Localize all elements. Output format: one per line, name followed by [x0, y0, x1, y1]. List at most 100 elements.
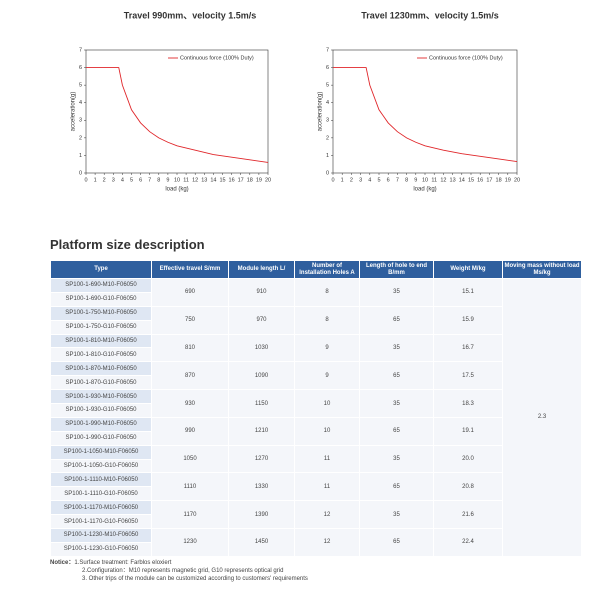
value-cell: 9	[294, 361, 360, 391]
table-row: SP100-1-870-M10-F06050 870 1090 9 65 17.5	[50, 361, 582, 391]
value-cell: 990	[151, 416, 229, 446]
value-cell: 1050	[151, 444, 229, 474]
x-tick-label: 14	[459, 177, 465, 183]
series-line	[333, 67, 518, 163]
y-tick-label: 7	[79, 47, 82, 53]
column-header: Effective travel S/mm	[151, 260, 229, 279]
chart-title: Travel 1230mm、velocity 1.5m/s	[361, 10, 499, 20]
value-cell: 1210	[228, 416, 295, 446]
value-cell: 21.6	[433, 500, 503, 530]
table-row: SP100-1-810-M10-F06050 810 1030 9 35 16.7	[50, 333, 582, 363]
table-row: SP100-1-750-G10-F06050	[50, 319, 582, 335]
value-cell: 690	[151, 278, 229, 307]
y-tick-label: 2	[326, 135, 329, 141]
y-axis-label: acceleration(g)	[318, 92, 324, 132]
column-header: Moving mass without load Ms/kg	[502, 260, 582, 279]
moving-mass-cell: 2.3	[502, 278, 582, 557]
type-cell: SP100-1-690-G10-F06050	[50, 291, 152, 307]
notice-item: 2.Configuration：M10 represents magnetic …	[82, 568, 284, 574]
value-cell: 35	[359, 500, 434, 530]
table-row: SP100-1-1050-G10-F06050	[50, 458, 582, 474]
type-cell: SP100-1-1050-M10-F06050	[50, 444, 152, 460]
x-tick-label: 20	[265, 177, 271, 183]
value-cell: 1270	[228, 444, 295, 474]
notice-label: Notice：	[50, 560, 75, 566]
table-row: SP100-1-1110-M10-F06050 1110 1330 11 65 20.8	[50, 472, 582, 502]
y-tick-label: 4	[79, 100, 82, 106]
x-tick-label: 19	[256, 177, 262, 183]
x-tick-label: 3	[359, 177, 362, 183]
column-header: Number of Installation Holes A	[294, 260, 360, 279]
table-row: SP100-1-1170-M10-F06050 1170 1390 12 35 21.6	[50, 500, 582, 530]
y-tick-label: 6	[79, 65, 82, 71]
y-tick-label: 7	[326, 47, 329, 53]
value-cell: 1030	[228, 333, 295, 363]
value-cell: 15.9	[433, 305, 503, 335]
notice-line: 2.Configuration：M10 represents magnetic …	[50, 567, 308, 575]
x-tick-label: 8	[405, 177, 408, 183]
y-tick-label: 6	[326, 65, 329, 71]
column-header: Module length L/	[228, 260, 295, 279]
type-cell: SP100-1-930-G10-F06050	[50, 403, 152, 418]
x-tick-label: 7	[396, 177, 399, 183]
type-cell: SP100-1-930-M10-F06050	[50, 389, 152, 405]
header-row: Type Effective travel S/mm Module length L…	[50, 260, 582, 279]
value-cell: 35	[359, 444, 434, 474]
x-tick-label: 13	[201, 177, 207, 183]
value-cell: 18.3	[433, 389, 503, 418]
type-cell: SP100-1-990-G10-F06050	[50, 430, 152, 446]
x-tick-label: 1	[94, 177, 97, 183]
x-tick-label: 7	[148, 177, 151, 183]
table-row: SP100-1-1050-M10-F06050 1050 1270 11 35 20.0	[50, 444, 582, 474]
table-row: SP100-1-930-G10-F06050	[50, 403, 582, 418]
x-axis-label: load (kg)	[165, 187, 188, 193]
notice-item: 3. Other trips of the module can be cust…	[82, 576, 308, 582]
type-cell: SP100-1-1230-M10-F06050	[50, 528, 152, 543]
value-cell: 20.0	[433, 444, 503, 474]
table-row: SP100-1-690-M10-F06050 690 910 8 35 15.1 2.3	[50, 278, 582, 557]
type-cell: SP100-1-1170-M10-F06050	[50, 500, 152, 516]
plot-frame	[85, 49, 269, 174]
value-cell: 65	[359, 528, 434, 557]
x-tick-label: 19	[505, 177, 511, 183]
value-cell: 1170	[151, 500, 229, 530]
x-tick-label: 3	[112, 177, 115, 183]
table-row: SP100-1-1170-G10-F06050	[50, 514, 582, 530]
section-title: Platform size description	[50, 237, 205, 252]
chart-title: Travel 990mm、velocity 1.5m/s	[124, 10, 257, 20]
x-tick-label: 1	[341, 177, 344, 183]
table-row: SP100-1-1230-M10-F06050 1230 1450 12 65 22.4	[50, 528, 582, 557]
value-cell: 15.1	[433, 278, 503, 307]
x-tick-label: 16	[477, 177, 483, 183]
type-cell: SP100-1-870-M10-F06050	[50, 361, 152, 377]
value-cell: 35	[359, 333, 434, 363]
x-tick-label: 0	[331, 177, 334, 183]
x-tick-label: 4	[121, 177, 124, 183]
x-tick-label: 6	[387, 177, 390, 183]
value-cell: 870	[151, 361, 229, 391]
notice-line: 3. Other trips of the module can be cust…	[50, 575, 308, 583]
value-cell: 65	[359, 416, 434, 446]
x-tick-label: 14	[210, 177, 216, 183]
value-cell: 1110	[151, 472, 229, 502]
x-tick-label: 6	[139, 177, 142, 183]
value-cell: 1150	[228, 389, 295, 418]
value-cell: 1230	[151, 528, 229, 557]
value-cell: 1330	[228, 472, 295, 502]
value-cell: 35	[359, 389, 434, 418]
value-cell: 65	[359, 305, 434, 335]
value-cell: 19.1	[433, 416, 503, 446]
column-header: Length of hole to end B/mm	[359, 260, 434, 279]
y-tick-label: 3	[79, 118, 82, 124]
x-tick-label: 11	[431, 177, 437, 183]
x-tick-label: 15	[219, 177, 225, 183]
type-cell: SP100-1-750-G10-F06050	[50, 319, 152, 335]
charts: Travel 990mm、velocity 1.5m/s0 1 2 3 4 5 6 7 8 9 10…	[71, 10, 520, 193]
x-tick-label: 20	[514, 177, 520, 183]
plot-frame	[332, 49, 518, 174]
value-cell: 9	[294, 333, 360, 363]
x-tick-label: 0	[84, 177, 87, 183]
table-row: SP100-1-750-M10-F06050 750 970 8 65 15.9	[50, 305, 582, 335]
legend-label: Continuous force (100% Duty)	[180, 55, 254, 61]
column-header: Type	[50, 260, 152, 279]
